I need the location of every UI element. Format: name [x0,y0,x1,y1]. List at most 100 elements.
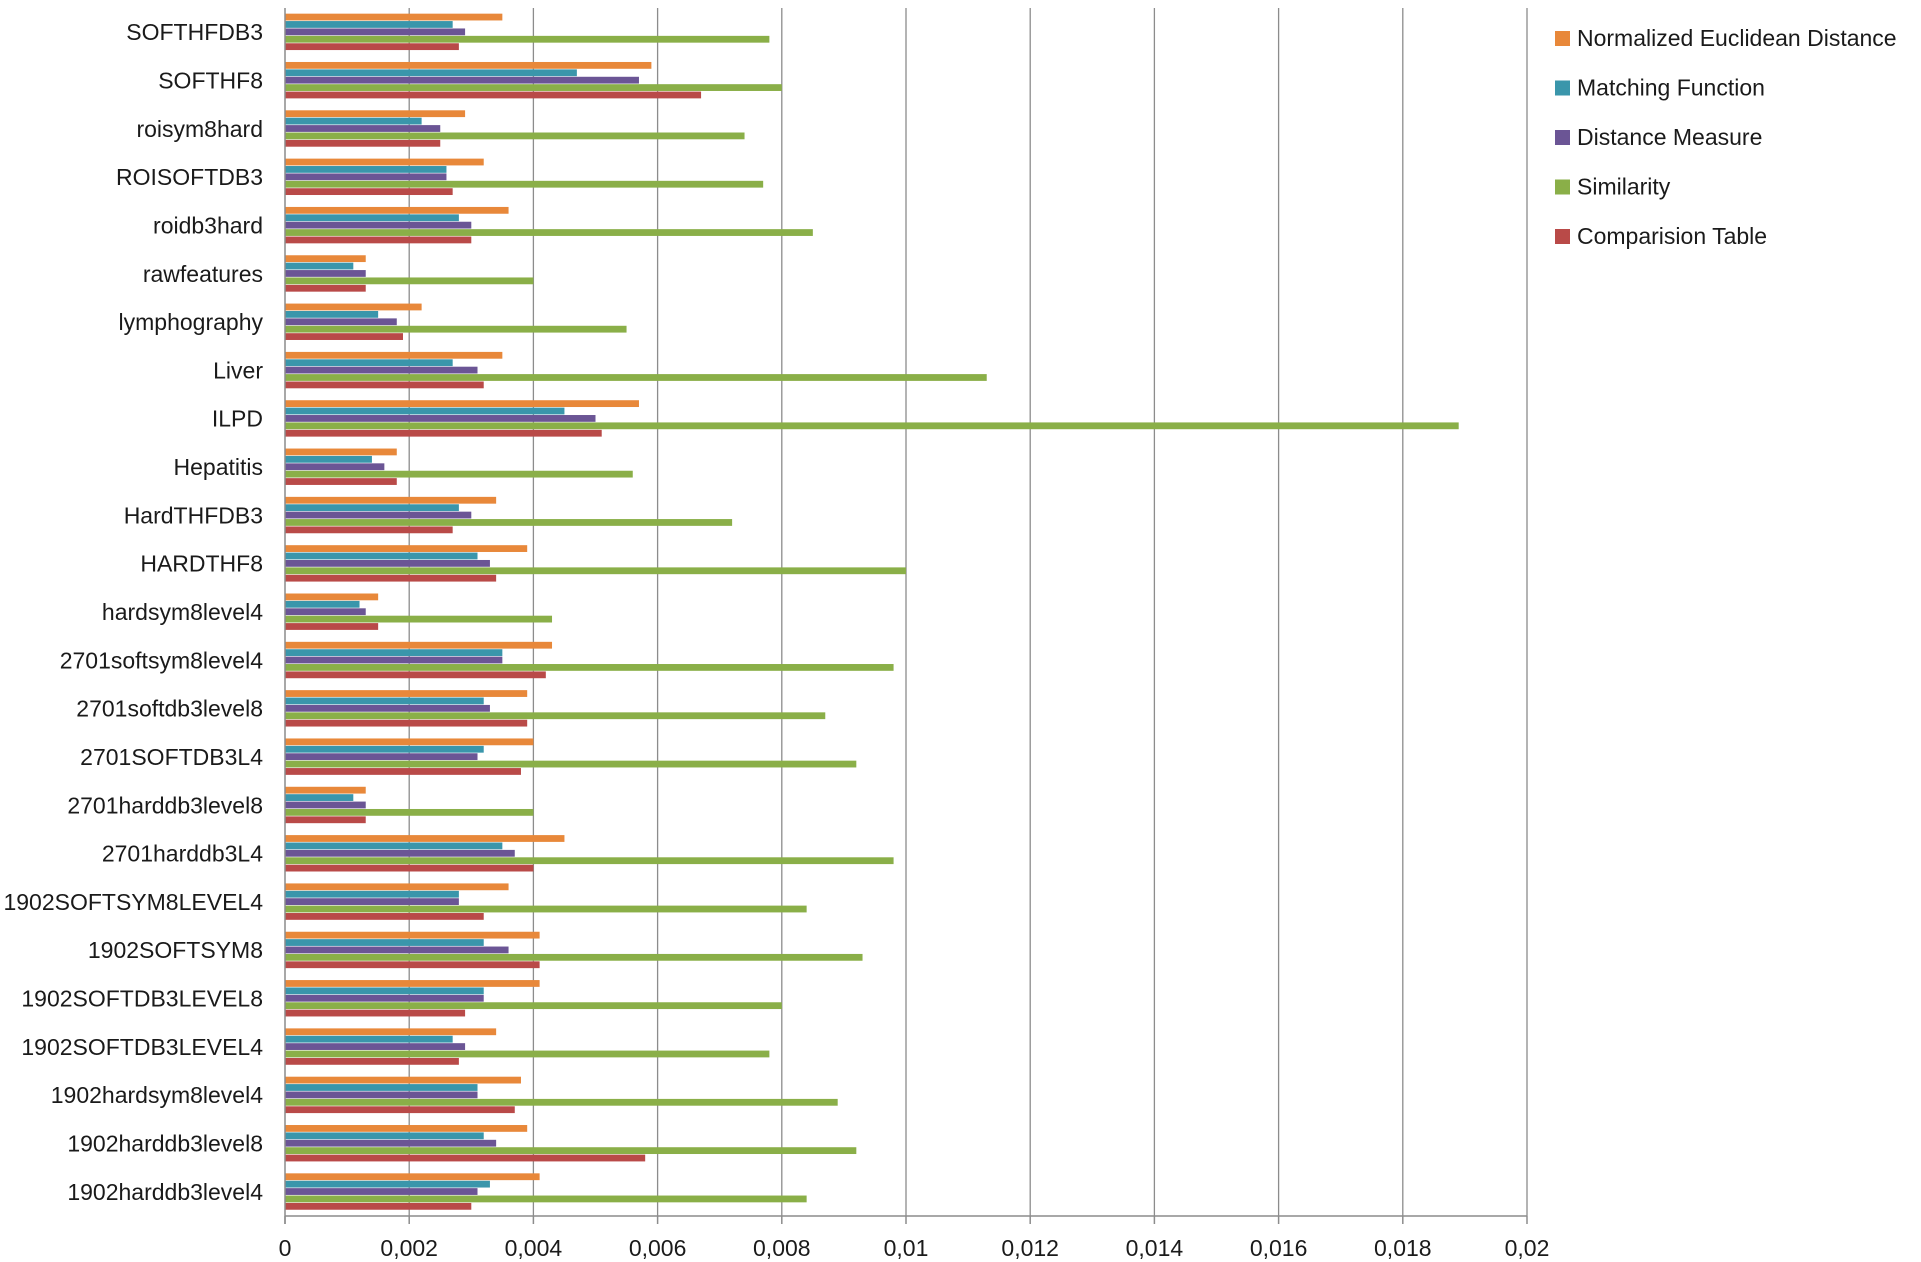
category-label-24: 1902harddb3level4 [67,1179,263,1205]
bar-13-2 [285,656,503,664]
category-label-4: roidb3hard [153,212,263,238]
x-tick-label-0: 0 [279,1235,292,1261]
bar-5-1 [285,262,354,270]
bar-11-3 [285,567,906,575]
bar-15-1 [285,745,484,753]
legend-swatch-4 [1555,229,1570,244]
bar-1-2 [285,76,639,84]
category-label-22: 1902hardsym8level4 [51,1082,263,1108]
bar-17-1 [285,842,503,850]
bar-1-0 [285,61,652,69]
category-label-6: lymphography [119,309,264,335]
bar-10-2 [285,511,472,519]
bar-17-2 [285,849,515,857]
bar-21-4 [285,1057,459,1065]
bar-14-2 [285,704,490,712]
bar-16-2 [285,801,366,809]
bar-10-4 [285,526,453,534]
x-tick-label-6: 0,012 [1001,1235,1059,1261]
x-tick-label-4: 0,008 [753,1235,811,1261]
bar-6-2 [285,318,397,326]
bar-1-1 [285,69,577,77]
bar-0-2 [285,28,466,36]
bar-18-0 [285,883,509,891]
category-label-8: ILPD [212,406,263,432]
bar-23-1 [285,1132,484,1140]
bar-6-4 [285,333,403,340]
x-tick-label-7: 0,014 [1126,1235,1184,1261]
bar-12-1 [285,600,360,608]
bar-1-3 [285,84,782,91]
bar-7-0 [285,351,503,359]
x-tick-labels: 0 0,002 0,004 0,006 0,008 0,01 0,012 0,014 0,016… [279,1235,1550,1261]
bar-2-0 [285,110,466,118]
bar-5-2 [285,270,366,277]
category-label-0: SOFTHFDB3 [126,19,263,45]
x-tick-label-1: 0,002 [380,1235,438,1261]
category-label-5: rawfeatures [143,261,263,287]
category-label-9: Hepatitis [174,454,263,480]
bar-13-4 [285,671,546,679]
bar-9-0 [285,448,397,456]
bar-16-4 [285,816,366,824]
x-tick-label-3: 0,006 [629,1235,687,1261]
bar-22-2 [285,1091,478,1099]
bar-3-2 [285,173,447,181]
bar-14-3 [285,712,826,720]
category-label-20: 1902SOFTDB3LEVEL8 [21,986,263,1012]
bar-21-1 [285,1035,453,1043]
x-tick-label-2: 0,004 [505,1235,563,1261]
bar-16-1 [285,794,354,801]
bar-24-2 [285,1188,478,1195]
bar-19-4 [285,961,540,969]
bar-24-0 [285,1173,540,1181]
bar-20-2 [285,994,484,1002]
bar-0-3 [285,35,770,43]
bar-15-3 [285,760,857,768]
category-label-15: 2701SOFTDB3L4 [80,744,263,770]
bar-0-0 [285,13,503,21]
legend-label-0: Normalized Euclidean Distance [1577,25,1897,51]
bar-4-2 [285,221,472,229]
bar-23-0 [285,1125,528,1132]
category-label-23: 1902harddb3level8 [67,1131,263,1157]
legend-swatch-0 [1555,31,1570,46]
category-label-17: 2701harddb3L4 [102,841,263,867]
bar-1-4 [285,91,702,99]
bar-12-4 [285,623,379,630]
bar-12-3 [285,615,553,623]
bar-17-4 [285,864,534,872]
bar-11-0 [285,545,528,552]
bar-12-2 [285,608,366,616]
bar-23-3 [285,1147,857,1155]
bar-7-1 [285,359,453,367]
category-label-3: ROISOFTDB3 [116,164,263,190]
legend-label-4: Comparision Table [1577,223,1767,249]
bar-11-2 [285,559,490,567]
bar-3-3 [285,180,764,188]
bar-14-1 [285,697,484,705]
axis-layer [284,8,1528,1224]
x-tick-label-8: 0,016 [1250,1235,1308,1261]
bar-13-0 [285,641,553,649]
category-label-12: hardsym8level4 [102,599,263,625]
bar-4-4 [285,236,472,244]
bar-18-3 [285,905,807,913]
x-tick-label-10: 0,02 [1505,1235,1550,1261]
bar-9-3 [285,470,633,478]
bar-14-0 [285,690,528,697]
bar-15-2 [285,753,478,761]
bar-8-2 [285,415,596,422]
bar-7-3 [285,374,987,381]
bar-2-4 [285,139,441,147]
bar-6-1 [285,310,379,318]
bar-18-4 [285,913,484,920]
bar-0-1 [285,21,453,28]
x-tick-label-5: 0,01 [884,1235,929,1261]
category-label-1: SOFTHF8 [158,67,263,93]
legend-label-3: Similarity [1577,174,1671,200]
legend-label-2: Distance Measure [1577,124,1762,150]
legend: Normalized Euclidean Distance Matching Fu… [1555,25,1897,249]
category-label-2: roisym8hard [136,116,263,142]
bars-layer [285,13,1459,1210]
